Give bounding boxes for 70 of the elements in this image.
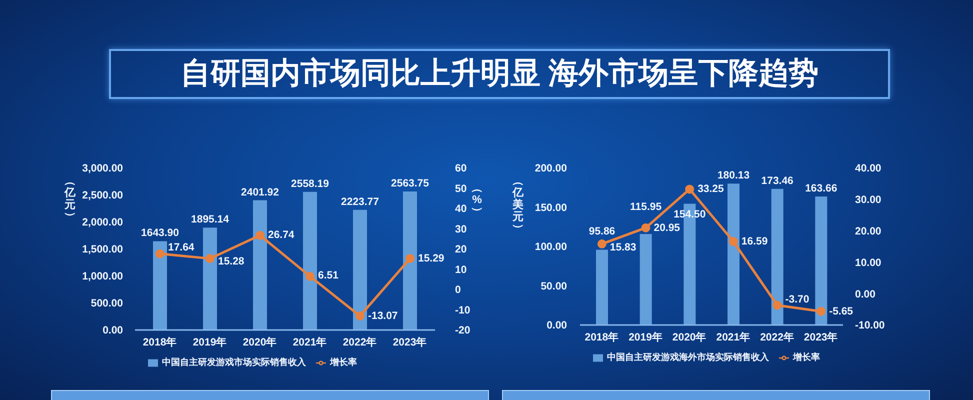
y-tick-label: 150.00 <box>534 202 568 214</box>
x-tick-label: 2020年 <box>242 335 278 348</box>
y2-tick-label: -20 <box>455 324 470 337</box>
data-label: 6.51 <box>318 270 339 282</box>
y2-tick-label: 10.00 <box>855 256 882 269</box>
y2-axis-title: （%） <box>470 182 484 219</box>
x-tick-label: 2019年 <box>192 335 228 348</box>
legend-label: 中国自主研发游戏市场实际销售收入 <box>162 357 306 367</box>
x-tick-label: 2023年 <box>804 330 838 344</box>
x-tick-label: 2020年 <box>672 330 707 344</box>
y2-tick-label: 30 <box>455 223 467 236</box>
data-label: 163.66 <box>805 182 838 195</box>
y2-tick-label: 50 <box>455 182 467 195</box>
data-label: 15.29 <box>418 252 444 265</box>
y2-tick-label: 40.00 <box>855 162 882 175</box>
y2-tick-label: -10 <box>455 304 470 316</box>
y-axis-title: （亿元） <box>63 174 77 224</box>
data-label: 15.28 <box>218 255 244 268</box>
data-label: 1895.14 <box>191 214 230 226</box>
y2-tick-label: 0.00 <box>855 288 876 300</box>
x-tick-label: 2018年 <box>584 330 620 344</box>
y-tick-label: 200.00 <box>534 162 568 175</box>
y-axis-title: （亿美元） <box>511 174 525 236</box>
data-label: 20.95 <box>654 222 680 234</box>
data-label: 1643.90 <box>141 227 180 240</box>
y-tick-label: 2,500.00 <box>82 190 124 202</box>
x-tick-label: 2023年 <box>392 335 428 348</box>
data-label: 2558.19 <box>291 178 330 190</box>
x-tick-label: 2022年 <box>760 330 794 344</box>
y-tick-label: 1,500.00 <box>82 244 124 256</box>
y-tick-label: 0.00 <box>546 320 568 332</box>
y2-tick-label: 60 <box>455 162 467 175</box>
y2-tick-label: -10.00 <box>855 320 885 332</box>
data-label: 2223.77 <box>341 196 380 208</box>
y2-tick-label: 20.00 <box>855 226 882 238</box>
data-label: 2401.92 <box>241 186 280 198</box>
y2-tick-label: 40 <box>455 203 467 216</box>
data-label: 95.86 <box>588 226 616 238</box>
data-label: 173.46 <box>761 174 794 187</box>
data-label: 16.59 <box>741 236 768 248</box>
legend-label: 增长率 <box>793 352 820 362</box>
y-tick-label: 1,000.00 <box>82 270 124 283</box>
data-label: 180.13 <box>717 170 750 182</box>
y-tick-label: 50.00 <box>540 280 568 292</box>
y-tick-label: 500.00 <box>90 298 124 310</box>
y2-tick-label: 10 <box>455 264 467 276</box>
x-tick-label: 2018年 <box>142 335 178 348</box>
x-tick-label: 2022年 <box>342 335 378 348</box>
y-tick-label: 100.00 <box>534 241 568 254</box>
legend-label: 中国自主研发游戏海外市场实际销售收入 <box>607 352 769 362</box>
data-label: 17.64 <box>168 242 194 254</box>
data-label: 26.74 <box>268 228 294 241</box>
data-label: 15.83 <box>610 241 636 254</box>
y-tick-label: 0.00 <box>102 324 124 337</box>
data-label: 115.95 <box>630 201 662 214</box>
data-label: 154.50 <box>674 208 706 221</box>
y2-tick-label: 30.00 <box>855 194 882 206</box>
legend-label: 增长率 <box>330 357 357 367</box>
x-tick-label: 2021年 <box>292 335 328 348</box>
data-label: -5.65 <box>829 305 854 318</box>
data-label: -13.07 <box>368 310 398 322</box>
data-label: 2563.75 <box>391 178 430 190</box>
y-tick-label: 3,000.00 <box>82 162 124 175</box>
x-tick-label: 2019年 <box>628 330 663 344</box>
y2-tick-label: 0 <box>455 284 461 296</box>
y2-tick-label: 20 <box>455 244 467 256</box>
x-tick-label: 2021年 <box>716 330 751 344</box>
data-label: -3.70 <box>785 293 810 306</box>
y-tick-label: 2,000.00 <box>82 216 124 229</box>
data-label: 33.25 <box>698 183 724 196</box>
